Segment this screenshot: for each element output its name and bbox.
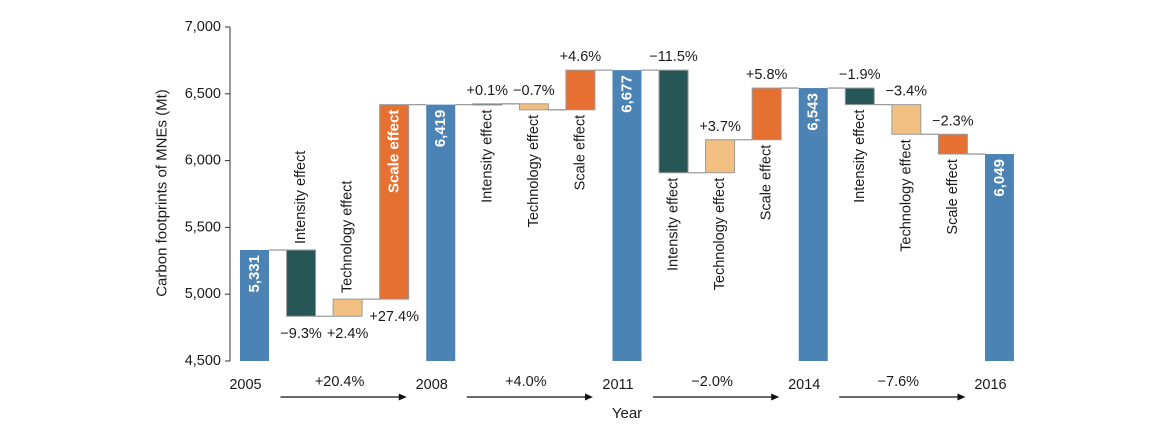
total-value-label: 6,419	[432, 110, 449, 148]
y-tick-label: 6,500	[185, 86, 221, 102]
effect-change-label: +0.1%	[467, 83, 509, 99]
effect-name-label: Scale effect	[572, 115, 588, 191]
effect-name-label: Technology effect	[526, 115, 542, 228]
year-tick-label: 2005	[229, 377, 261, 393]
connector-layer	[269, 69, 985, 317]
effect-change-label: +27.4%	[369, 309, 419, 325]
total-value-label: 6,049	[991, 159, 1008, 197]
technology-effect-bar	[518, 103, 549, 111]
y-axis: 4,500 5,000 5,500 6,000 6,500 7,000	[185, 19, 231, 369]
effect-name-label: Scale effect	[945, 159, 961, 235]
year-tick-label: 2014	[788, 377, 820, 393]
effect-change-label: −1.9%	[839, 67, 881, 83]
effect-change-label: +5.8%	[746, 67, 788, 83]
period-arrow-head	[771, 393, 780, 401]
effect-name-label: Technology effect	[898, 139, 914, 252]
year-tick-label: 2016	[974, 377, 1006, 393]
technology-effect-bar	[891, 104, 922, 135]
total-value-label: 6,677	[618, 75, 635, 113]
y-tick-label: 4,500	[185, 353, 221, 369]
technology-effect-bar	[332, 298, 363, 317]
total-bar-2011	[612, 70, 642, 361]
effect-name-label: Scale effect	[759, 145, 775, 221]
y-axis-title: Carbon footprints of MNEs (Mt)	[154, 89, 171, 297]
effect-change-label: +2.4%	[327, 326, 369, 342]
intensity-effect-bar	[844, 87, 875, 106]
scale-effect-bar	[565, 69, 596, 111]
effect-name-label: Technology effect	[340, 181, 356, 294]
effect-change-label: −0.7%	[513, 83, 555, 99]
y-tick-label: 6,000	[185, 153, 221, 169]
period-arrow-head	[957, 393, 966, 401]
period-arrow-head	[584, 393, 593, 401]
effect-change-label: −9.3%	[280, 326, 322, 342]
intensity-effect-bar	[472, 103, 503, 106]
period-change-label: −2.0%	[691, 374, 733, 390]
effect-name-label: Intensity effect	[666, 178, 682, 271]
period-change-label: +20.4%	[315, 374, 365, 390]
scale-effect-bar	[751, 87, 782, 141]
year-tick-label: 2011	[602, 377, 633, 393]
effect-change-label: −11.5%	[649, 49, 698, 65]
total-bar-2008	[426, 104, 456, 362]
total-value-label: 5,331	[246, 255, 263, 293]
intensity-effect-bar	[658, 69, 689, 174]
effect-name-label: Scale effect	[386, 110, 403, 193]
total-value-label: 6,543	[805, 93, 822, 131]
effect-change-label: −2.3%	[932, 113, 974, 129]
bars-layer	[240, 69, 1014, 362]
total-bar-2016	[984, 154, 1014, 361]
bar-labels-layer: 5,331 Intensity effect −9.3% Technology eff…	[246, 49, 1008, 342]
effect-change-label: +3.7%	[699, 119, 741, 135]
effect-change-label: −3.4%	[886, 84, 928, 100]
effect-name-label: Intensity effect	[479, 110, 495, 203]
total-bar-2014	[798, 88, 828, 361]
scale-effect-bar	[937, 133, 968, 155]
period-change-label: −7.6%	[878, 374, 920, 390]
technology-effect-bar	[705, 139, 736, 174]
effect-name-label: Intensity effect	[293, 151, 309, 244]
total-bar-2005	[240, 249, 269, 361]
y-tick-label: 5,000	[185, 286, 221, 302]
period-change-label: +4.0%	[505, 374, 547, 390]
year-tick-label: 2008	[416, 377, 448, 393]
scale-effect-bar	[379, 104, 410, 300]
y-tick-label: 7,000	[185, 19, 221, 35]
y-tick-label: 5,500	[185, 219, 221, 235]
effect-name-label: Technology effect	[712, 178, 728, 291]
effect-name-label: Intensity effect	[852, 110, 868, 203]
effect-change-label: +4.6%	[560, 49, 602, 65]
x-axis-title: Year	[612, 405, 642, 422]
x-axis: 2005 2008 2011 2014 2016 +20.4% +4.0% −2.0% −7.6…	[229, 374, 1007, 401]
period-arrow-head	[398, 393, 407, 401]
intensity-effect-bar	[286, 249, 317, 317]
